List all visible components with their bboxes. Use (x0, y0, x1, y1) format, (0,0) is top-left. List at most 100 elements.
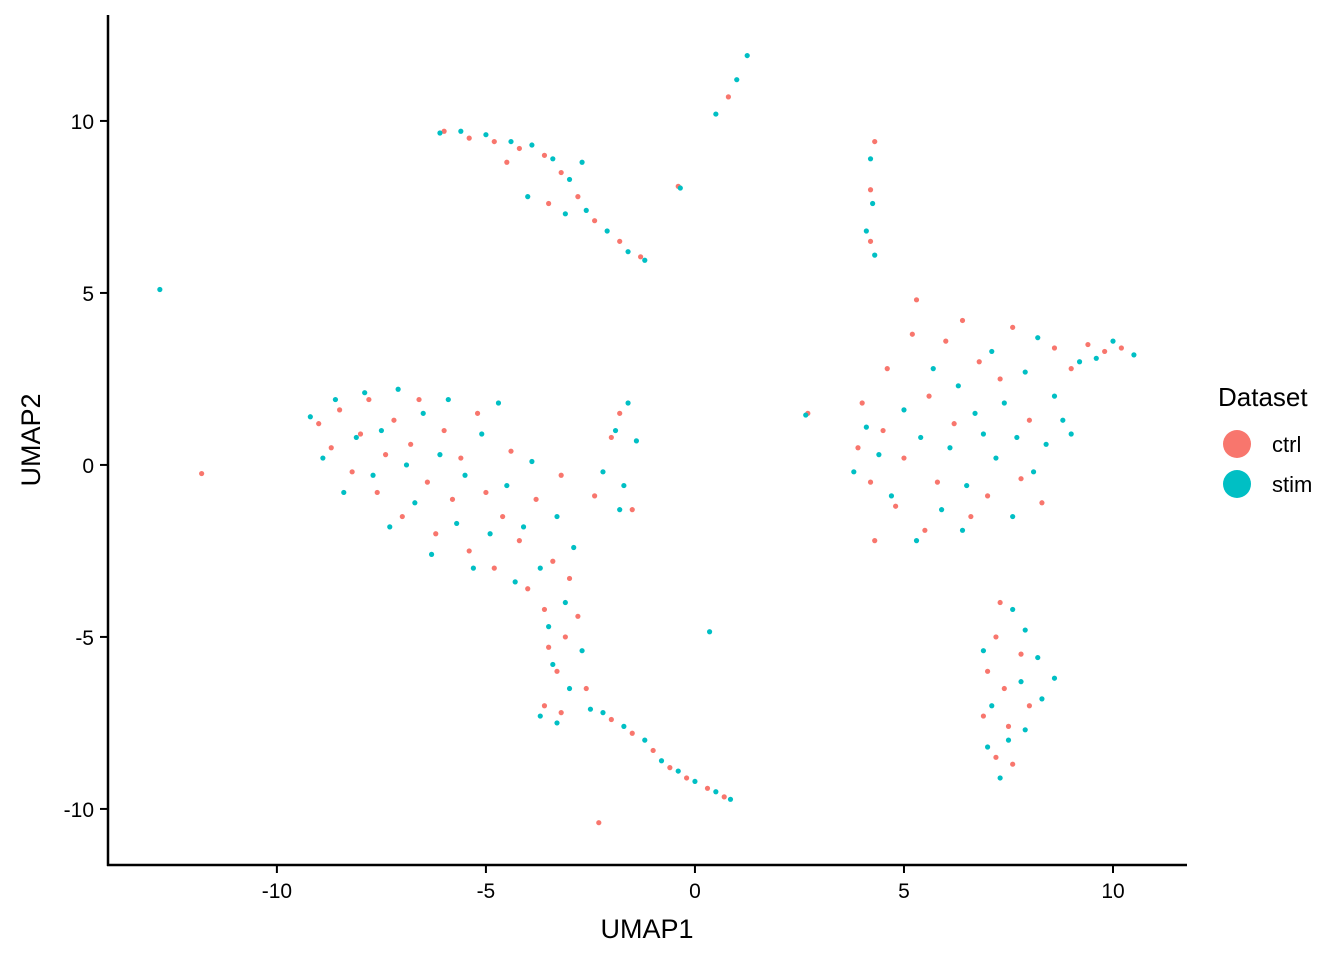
point (677, 185, 683, 191)
point (851, 469, 857, 475)
point (1022, 369, 1028, 375)
point (625, 400, 631, 406)
point (1118, 345, 1124, 351)
point (525, 194, 531, 200)
point (909, 331, 915, 337)
point (1018, 679, 1024, 685)
point (558, 169, 564, 176)
point (980, 648, 987, 654)
point (913, 297, 920, 303)
point (638, 254, 644, 260)
point (989, 348, 995, 355)
point (520, 524, 527, 530)
point (943, 338, 949, 344)
point (546, 624, 552, 630)
point (529, 458, 535, 465)
point (993, 634, 999, 640)
point (1010, 606, 1016, 613)
point (470, 565, 476, 571)
point (504, 159, 510, 165)
point (558, 710, 564, 716)
point (1022, 627, 1028, 633)
point (387, 524, 393, 530)
point (462, 472, 468, 478)
point (980, 431, 987, 437)
point (416, 396, 422, 403)
point (596, 820, 602, 826)
point (541, 152, 548, 158)
point (803, 412, 809, 418)
y-tick-label: -5 (75, 627, 94, 650)
point (939, 507, 945, 513)
point (667, 765, 673, 771)
point (1068, 431, 1074, 437)
point (332, 396, 339, 403)
point (1043, 441, 1049, 447)
point (984, 493, 991, 499)
point (901, 407, 907, 413)
point (403, 462, 410, 468)
point (612, 427, 619, 434)
point (650, 747, 656, 754)
point (479, 431, 485, 437)
point (683, 775, 690, 781)
point (537, 565, 543, 571)
point (867, 479, 874, 485)
point (617, 238, 623, 244)
point (1051, 675, 1058, 681)
point (1051, 345, 1058, 351)
point (727, 796, 734, 802)
point (592, 218, 598, 224)
point (872, 252, 878, 258)
point (428, 551, 435, 557)
point (537, 713, 543, 719)
y-tick-label: -10 (64, 799, 94, 822)
point (433, 531, 439, 537)
point (1102, 348, 1108, 355)
point (976, 359, 982, 365)
point (888, 493, 895, 499)
point (980, 713, 987, 719)
point (600, 469, 606, 475)
point (642, 737, 648, 743)
point (533, 496, 539, 502)
point (370, 472, 376, 478)
point (592, 493, 598, 499)
point (997, 775, 1003, 781)
point (374, 489, 380, 496)
point (562, 211, 568, 217)
point (629, 507, 635, 513)
point (913, 538, 920, 544)
point (1051, 393, 1058, 399)
point (566, 575, 573, 582)
point (608, 716, 614, 723)
point (554, 668, 560, 674)
point (1030, 469, 1037, 475)
point (608, 434, 614, 441)
point (997, 376, 1003, 382)
point (934, 479, 941, 485)
point (366, 396, 372, 403)
point (529, 142, 535, 148)
point (964, 482, 970, 489)
point (870, 200, 876, 207)
point (734, 77, 740, 83)
point (399, 513, 405, 520)
point (1093, 355, 1099, 361)
point (721, 794, 727, 800)
point (1039, 696, 1045, 702)
point (541, 606, 548, 613)
point (491, 138, 497, 145)
point (951, 421, 957, 427)
point (629, 730, 635, 736)
point (704, 785, 711, 791)
legend-label: stim (1272, 472, 1312, 497)
point (1014, 434, 1020, 441)
point (1010, 761, 1016, 767)
point (1018, 476, 1024, 482)
point (922, 527, 928, 533)
point (445, 396, 451, 403)
point (1131, 352, 1137, 358)
point (675, 768, 681, 774)
